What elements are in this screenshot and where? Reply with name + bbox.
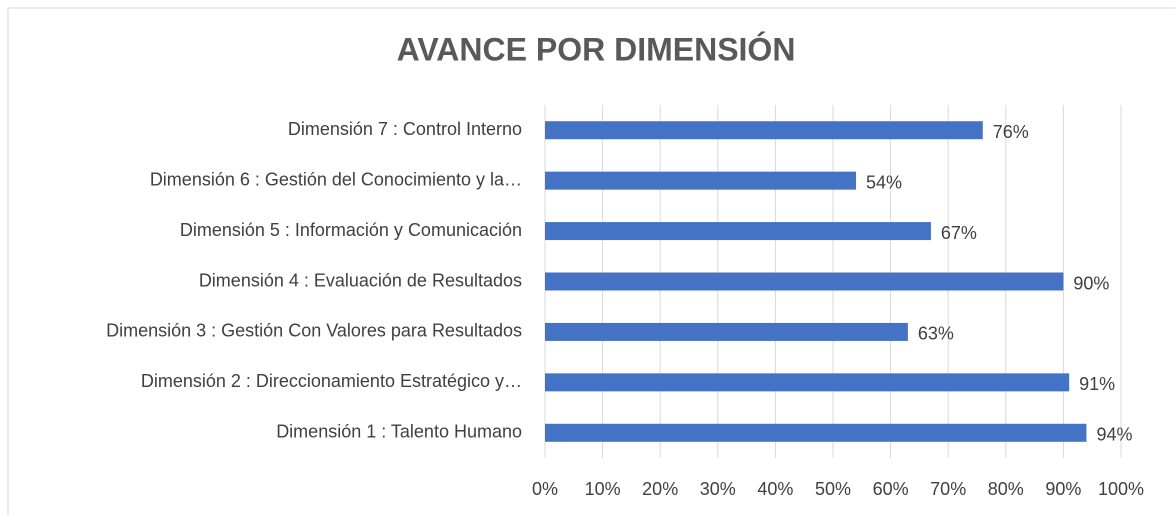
y-tick-label: Dimensión 7 : Control Interno xyxy=(288,119,522,139)
y-tick-label: Dimensión 6 : Gestión del Conocimiento y… xyxy=(150,169,522,189)
bar xyxy=(545,222,931,241)
x-tick-label: 60% xyxy=(873,479,909,499)
x-tick-label: 100% xyxy=(1098,479,1144,499)
x-tick-label: 30% xyxy=(700,479,736,499)
x-tick-label: 10% xyxy=(585,479,621,499)
y-tick-label: Dimensión 4 : Evaluación de Resultados xyxy=(199,270,522,290)
x-tick-label: 90% xyxy=(1045,479,1081,499)
data-label: 63% xyxy=(918,324,954,344)
data-label: 90% xyxy=(1073,273,1109,293)
bar xyxy=(545,121,983,140)
y-tick-label: Dimensión 5 : Información y Comunicación xyxy=(180,220,522,240)
x-tick-label: 40% xyxy=(757,479,793,499)
x-tick-label: 0% xyxy=(532,479,558,499)
y-tick-label: Dimensión 3 : Gestión Con Valores para R… xyxy=(106,321,522,341)
x-tick-label: 50% xyxy=(815,479,851,499)
y-tick-label: Dimensión 2 : Direccionamiento Estratégi… xyxy=(141,371,522,391)
x-tick-label: 70% xyxy=(930,479,966,499)
chart-title: AVANCE POR DIMENSIÓN xyxy=(397,31,796,67)
data-label: 94% xyxy=(1096,425,1132,445)
x-tick-label: 80% xyxy=(988,479,1024,499)
data-label: 67% xyxy=(941,223,977,243)
bar xyxy=(545,171,857,190)
data-label: 91% xyxy=(1079,374,1115,394)
bar xyxy=(545,373,1070,392)
y-tick-label: Dimensión 1 : Talento Humano xyxy=(276,422,522,442)
bar xyxy=(545,272,1064,291)
chart-border xyxy=(7,7,1175,515)
bar xyxy=(545,322,908,341)
bar xyxy=(545,423,1087,442)
data-label: 54% xyxy=(866,172,902,192)
data-label: 76% xyxy=(993,122,1029,142)
x-tick-label: 20% xyxy=(642,479,678,499)
